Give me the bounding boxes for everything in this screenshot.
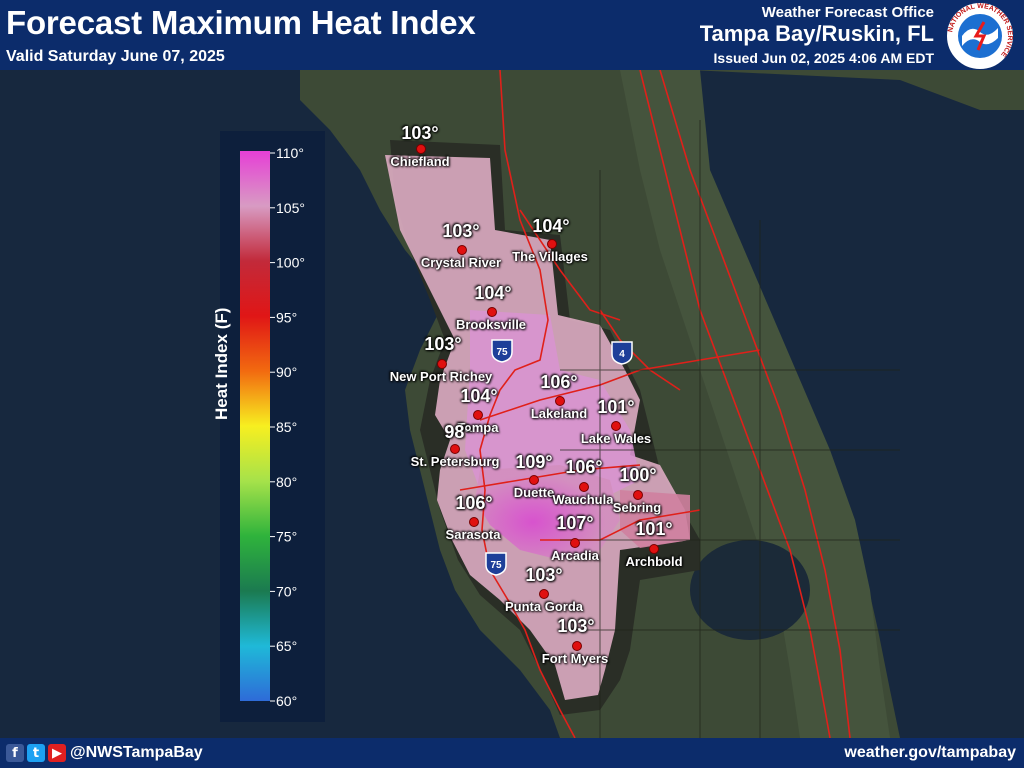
heat-index-value: 103° (557, 616, 595, 636)
heat-index-value: 103° (525, 565, 563, 585)
heat-index-value: 106° (540, 372, 578, 392)
city-dot (457, 245, 467, 255)
city-name: Fort Myers (541, 651, 609, 666)
svg-text:75: 75 (496, 347, 508, 358)
heat-index-value: 107° (556, 513, 594, 533)
city-name: Duette (513, 485, 555, 500)
legend-tick-label: 110° (276, 145, 304, 161)
heat-index-value: 106° (455, 493, 493, 513)
legend-tick-label: 60° (276, 693, 297, 709)
legend-tick-label: 75° (276, 529, 297, 545)
city-name: Archbold (625, 554, 683, 569)
city-dot (579, 482, 589, 492)
city-name: Tampa (457, 420, 499, 435)
city-dot (450, 444, 460, 454)
city-dot (570, 538, 580, 548)
valid-date: Valid Saturday June 07, 2025 (6, 48, 225, 65)
legend-tick-label: 80° (276, 474, 297, 490)
heat-index-value: 101° (635, 519, 673, 539)
svg-text:75: 75 (490, 560, 502, 571)
office-label: Weather Forecast Office (761, 4, 934, 21)
city-dot (469, 517, 479, 527)
legend-tick-label: 105° (276, 200, 305, 216)
map-area: 75 4 75 (0, 70, 1024, 738)
social-handle[interactable]: @NWSTampaBay (70, 744, 203, 761)
city-name: New Port Richey (389, 369, 493, 384)
header-bar: Forecast Maximum Heat Index Valid Saturd… (0, 0, 1024, 71)
heat-index-value: 103° (442, 221, 480, 241)
legend-colorbar: 110° 105° 100° 95° 90° 85° 80° 75° 70° 65° 60° (240, 145, 305, 709)
legend-tick-label: 100° (276, 255, 305, 271)
facebook-icon[interactable]: f (6, 744, 24, 762)
heat-index-value: 101° (597, 397, 635, 417)
city-dot (633, 490, 643, 500)
website-link[interactable]: weather.gov/tampabay (844, 744, 1016, 761)
city-dot (539, 589, 549, 599)
interstate-shield: 75 (485, 552, 507, 576)
city-name: Sebring (612, 500, 662, 515)
heat-index-value: 103° (401, 123, 439, 143)
city-dot (611, 421, 621, 431)
city-name: Sarasota (445, 527, 501, 542)
legend-tick-label: 70° (276, 583, 297, 599)
youtube-icon[interactable]: ▶ (48, 744, 66, 762)
heat-index-value: 109° (515, 452, 553, 472)
city-name: Punta Gorda (504, 599, 584, 614)
heat-index-value: 104° (532, 216, 570, 236)
interstate-shield: 75 (491, 339, 513, 363)
city-name: Lake Wales (580, 431, 652, 446)
city-name: St. Petersburg (410, 454, 500, 469)
interstate-shield: 4 (611, 341, 633, 365)
city-dot (437, 359, 447, 369)
heat-index-value: 103° (424, 334, 462, 354)
city-dot (555, 396, 565, 406)
city-dot (649, 544, 659, 554)
city-dot (547, 239, 557, 249)
city-name: Wauchula (552, 492, 614, 507)
map-title: Forecast Maximum Heat Index (6, 4, 476, 41)
city-name: Lakeland (530, 406, 588, 421)
svg-text:4: 4 (619, 349, 625, 360)
city-name: The Villages (512, 249, 588, 264)
city-name: Crystal River (420, 255, 502, 270)
heat-index-value: 98° (444, 422, 472, 442)
twitter-icon[interactable]: t (27, 744, 45, 762)
office-name: Tampa Bay/Ruskin, FL (699, 21, 934, 46)
heat-index-value: 100° (619, 465, 657, 485)
city-name: Chiefland (390, 154, 450, 169)
heat-index-value: 106° (565, 457, 603, 477)
city-dot (487, 307, 497, 317)
city-dot (529, 475, 539, 485)
legend-tick-label: 95° (276, 309, 297, 325)
heat-index-value: 104° (460, 386, 498, 406)
lake-okeechobee (690, 540, 810, 640)
city-dot (473, 410, 483, 420)
city-name: Brooksville (455, 317, 527, 332)
legend-tick-label: 85° (276, 419, 297, 435)
heat-index-value: 104° (474, 283, 512, 303)
social-icons: f t ▶ (6, 744, 66, 762)
city-name: Arcadia (551, 548, 599, 563)
legend-tick-label: 65° (276, 638, 297, 654)
footer-bar: f t ▶ @NWSTampaBay weather.gov/tampabay (0, 738, 1024, 768)
nws-logo-icon: NATIONAL WEATHER SERVICE (945, 1, 1015, 71)
city-dot (416, 144, 426, 154)
city-dot (572, 641, 582, 651)
legend-title: Heat Index (F) (212, 307, 231, 420)
legend-panel: 110° 105° 100° 95° 90° 85° 80° 75° 70° 65° 60° (220, 131, 325, 722)
legend-tick-label: 90° (276, 364, 297, 380)
issued-time: Issued Jun 02, 2025 4:06 AM EDT (713, 50, 934, 66)
